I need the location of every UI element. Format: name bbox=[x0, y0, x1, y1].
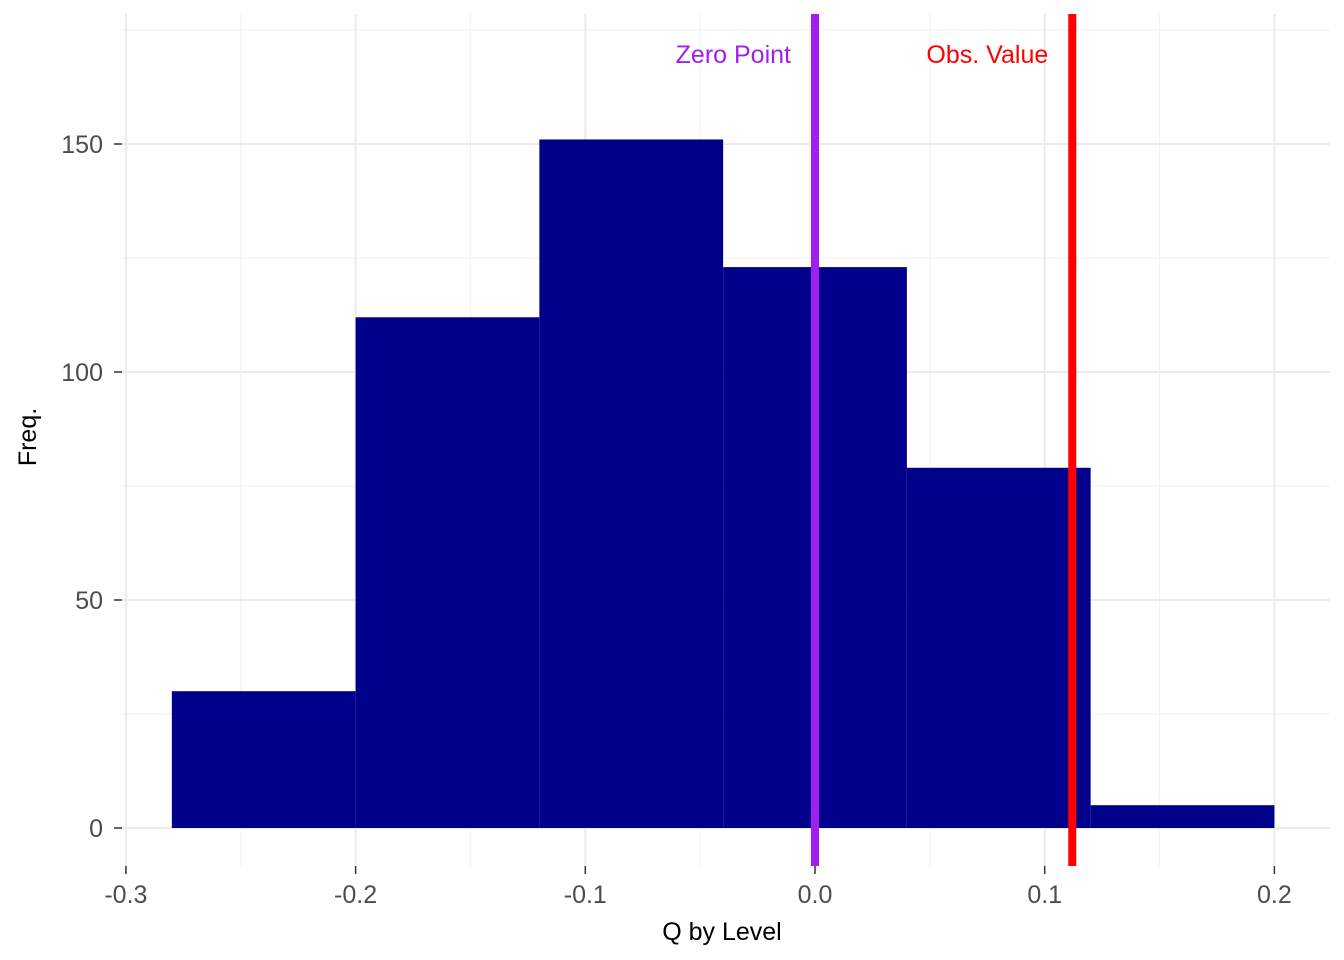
reference-line-label: Obs. Value bbox=[926, 41, 1048, 69]
y-tick-label: 0 bbox=[89, 815, 103, 843]
y-axis-title: Freq. bbox=[14, 408, 42, 466]
x-axis-ticks: -0.3 -0.2 -0.1 0.0 0.1 0.2 bbox=[104, 866, 1292, 909]
y-axis-ticks: 0 50 100 150 bbox=[61, 131, 122, 843]
y-tick-label: 100 bbox=[61, 359, 103, 387]
reference-line-label: Zero Point bbox=[676, 41, 791, 69]
histogram-bars bbox=[171, 139, 1275, 828]
x-tick-label: 0.1 bbox=[1027, 881, 1062, 909]
histogram-bar bbox=[1090, 805, 1275, 828]
x-tick-label: 0.0 bbox=[798, 881, 833, 909]
x-tick-label: -0.3 bbox=[104, 881, 147, 909]
x-tick-label: -0.2 bbox=[334, 881, 377, 909]
histogram-bar bbox=[171, 691, 356, 828]
histogram-bar bbox=[906, 467, 1091, 828]
y-tick-label: 50 bbox=[75, 587, 103, 615]
x-tick-label: 0.2 bbox=[1257, 881, 1292, 909]
histogram-bar bbox=[539, 139, 724, 828]
x-tick-label: -0.1 bbox=[564, 881, 607, 909]
reference-lines: Zero Point Obs. Value bbox=[676, 14, 1077, 866]
x-axis-title: Q by Level bbox=[662, 918, 782, 946]
histogram-bar bbox=[355, 317, 540, 828]
y-tick-label: 150 bbox=[61, 131, 103, 159]
